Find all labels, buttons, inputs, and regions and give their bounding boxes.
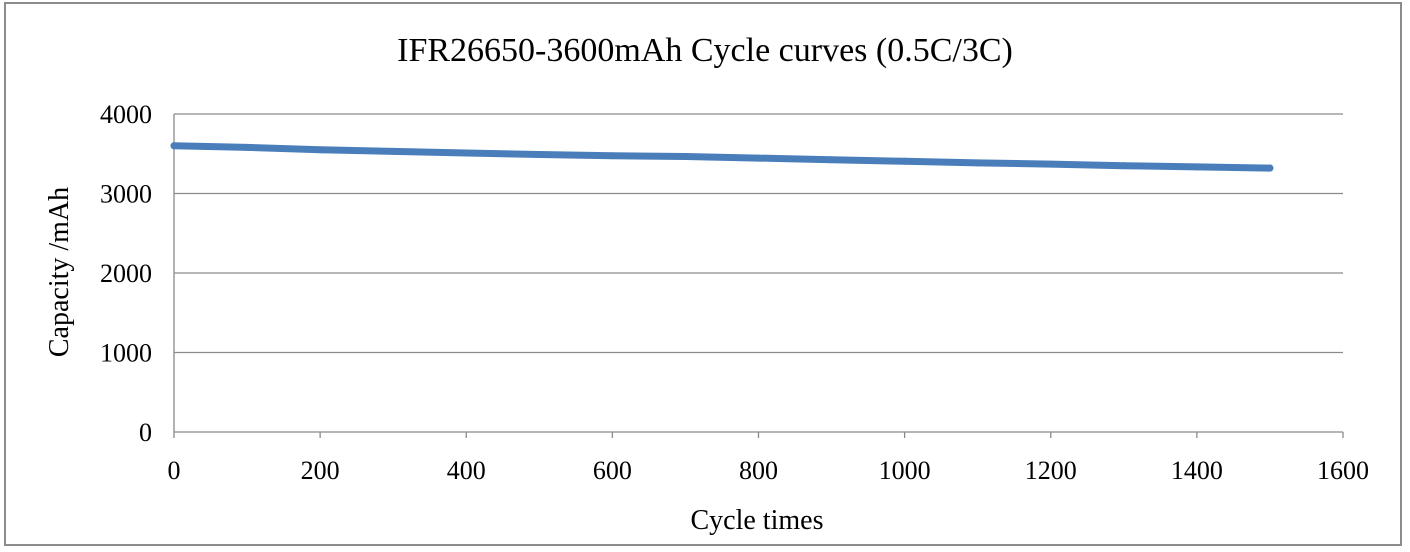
- x-tick-label: 400: [447, 456, 486, 485]
- axes: [173, 114, 1344, 438]
- data-point: [535, 151, 543, 159]
- x-tick-label: 1200: [1025, 456, 1077, 485]
- x-axis-label: Cycle times: [691, 505, 824, 536]
- data-point: [1120, 162, 1128, 170]
- chart-frame: [4, 2, 1402, 546]
- x-tick-label: 1600: [1317, 456, 1369, 485]
- data-point: [170, 142, 178, 150]
- data-point: [389, 147, 397, 155]
- y-tick-label: 1000: [100, 339, 152, 368]
- data-point: [901, 157, 909, 165]
- chart-title: IFR26650-3600mAh Cycle curves (0.5C/3C): [397, 32, 1013, 69]
- y-tick-label: 0: [139, 418, 152, 447]
- data-point: [1193, 163, 1201, 171]
- y-tick-label: 3000: [100, 180, 152, 209]
- x-tick-label: 1000: [879, 456, 931, 485]
- x-tick-label: 800: [739, 456, 778, 485]
- y-tick-label: 2000: [100, 259, 152, 288]
- x-tick-label: 600: [593, 456, 632, 485]
- y-axis-label: Capacity /mAh: [44, 187, 75, 357]
- data-point: [1266, 164, 1274, 172]
- data-point: [974, 159, 982, 167]
- x-tick-label: 200: [301, 456, 340, 485]
- x-tick-label: 0: [168, 456, 181, 485]
- y-tick-label: 4000: [100, 100, 152, 129]
- x-tick-labels: 0 200 400 600 800 1000 1200 1400 1600: [168, 456, 1370, 485]
- x-tick-label: 1400: [1171, 456, 1223, 485]
- data-point: [608, 152, 616, 160]
- data-point: [755, 154, 762, 162]
- data-point: [1047, 160, 1055, 168]
- grid-lines: [174, 113, 1343, 354]
- y-tick-labels: 0 1000 2000 3000 4000: [100, 100, 152, 447]
- series-group: [170, 142, 1274, 172]
- data-point: [316, 146, 324, 154]
- data-point: [243, 143, 251, 151]
- data-point: [462, 149, 470, 157]
- data-point: [681, 153, 689, 161]
- data-point: [828, 156, 836, 164]
- series-line-capacity: [170, 142, 1274, 172]
